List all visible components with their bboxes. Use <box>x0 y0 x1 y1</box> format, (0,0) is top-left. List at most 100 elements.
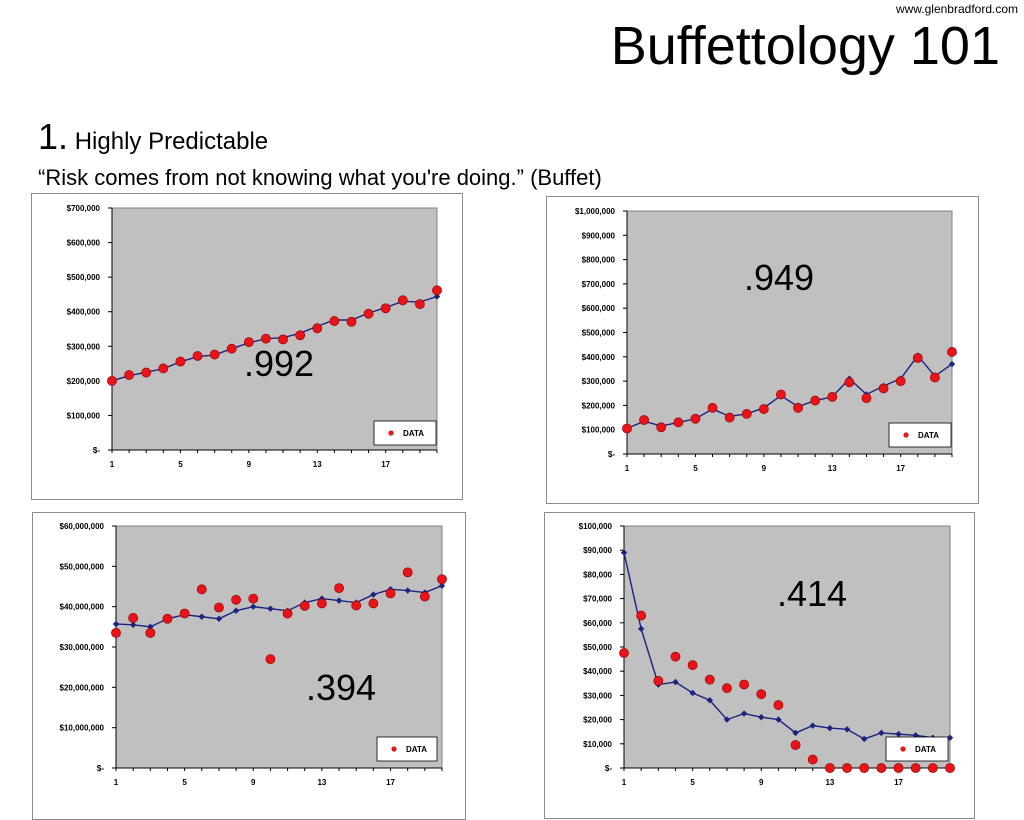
data-point <box>670 651 681 662</box>
x-tick-label: 17 <box>894 778 903 787</box>
y-tick-label: $20,000 <box>583 716 612 725</box>
legend-marker <box>388 430 394 436</box>
legend-box <box>888 422 952 448</box>
plot-area <box>623 525 951 769</box>
data-point <box>141 367 152 378</box>
data-point <box>316 598 327 609</box>
data-point <box>175 356 186 367</box>
trend-point <box>946 734 954 741</box>
y-tick-label: $20,000,000 <box>60 683 105 692</box>
chart-panel-top-right: $- $100,000 $200,000 $300,000 $400,000 $500,0… <box>546 196 979 504</box>
data-point <box>639 415 650 425</box>
data-point <box>231 594 242 605</box>
y-tick-label: $500,000 <box>582 329 616 338</box>
data-point <box>707 402 718 413</box>
data-point <box>432 285 442 296</box>
y-tick-label: $400,000 <box>582 353 616 362</box>
data-point <box>346 316 357 327</box>
data-point <box>776 389 786 400</box>
y-tick-label: $90,000 <box>583 546 612 555</box>
data-point <box>824 763 835 773</box>
correlation-label: .414 <box>777 573 847 614</box>
y-tick-label: $10,000 <box>583 740 612 749</box>
slide-title: Buffettology 101 <box>610 16 1000 76</box>
y-tick-label: $60,000 <box>583 619 612 628</box>
y-tick-label: $100,000 <box>67 411 101 420</box>
y-tick-label: $200,000 <box>67 377 101 386</box>
legend-label: DATA <box>403 429 424 438</box>
y-tick-label: $500,000 <box>67 273 101 282</box>
data-point <box>209 349 220 360</box>
x-tick-label: 5 <box>178 460 183 469</box>
data-point <box>437 574 447 585</box>
x-tick-label: 5 <box>690 778 695 787</box>
y-tick-label: $200,000 <box>582 401 616 410</box>
point-number: 1. <box>38 116 69 157</box>
data-point <box>878 383 889 394</box>
chart-svg: $- $10,000,000 $20,000,000 $30,000,000 $40,0… <box>60 522 447 787</box>
plot-area <box>111 207 438 451</box>
y-tick-label: $600,000 <box>67 239 101 248</box>
point-title: Highly Predictable <box>74 128 269 155</box>
data-point <box>295 330 306 341</box>
data-point <box>844 377 855 388</box>
x-tick-label: 9 <box>759 778 764 787</box>
data-point <box>179 608 190 619</box>
data-point <box>419 591 430 602</box>
chart-panel-top-left: $- $100,000 $200,000 $300,000 $400,000 $500,0… <box>31 193 463 500</box>
correlation-label: .949 <box>744 257 814 298</box>
y-tick-label: $40,000 <box>583 667 612 676</box>
data-point <box>368 598 379 609</box>
data-point <box>895 376 906 386</box>
data-point <box>739 679 750 690</box>
correlation-label: .992 <box>244 343 314 384</box>
legend: DATA <box>373 420 437 446</box>
x-tick-label: 13 <box>313 460 322 469</box>
data-point <box>947 347 957 357</box>
trend-point <box>404 587 411 594</box>
buffett-quote: “Risk comes from not knowing what you're… <box>38 165 602 190</box>
data-point <box>312 323 323 334</box>
y-tick-label: $700,000 <box>582 280 616 289</box>
y-tick-label: $300,000 <box>67 342 101 351</box>
x-tick-label: 1 <box>110 460 115 469</box>
data-point <box>282 608 293 619</box>
y-tick-label: $10,000,000 <box>60 724 105 733</box>
x-tick-label: 9 <box>247 460 252 469</box>
plot-area <box>115 525 443 769</box>
data-point <box>622 423 632 434</box>
chart-svg: $- $10,000 $20,000 $30,000 $40,000 $50,000 $60… <box>579 522 955 787</box>
trend-point <box>620 549 628 556</box>
correlation-label: .394 <box>306 667 376 708</box>
data-point <box>807 754 818 765</box>
data-point <box>876 763 887 773</box>
data-point <box>653 675 664 686</box>
x-tick-label: 17 <box>896 464 905 473</box>
legend-label: DATA <box>918 431 939 440</box>
y-tick-label: $100,000 <box>579 522 613 531</box>
chart-svg: $- $100,000 $200,000 $300,000 $400,000 $500,0… <box>575 207 957 473</box>
data-point <box>673 417 684 428</box>
trend-point <box>198 613 205 620</box>
data-point <box>214 602 224 613</box>
data-point <box>861 393 872 404</box>
data-point <box>724 412 735 423</box>
legend: DATA <box>888 422 952 448</box>
y-tick-label: $700,000 <box>67 204 101 213</box>
y-tick-label: $- <box>93 446 100 455</box>
x-tick-label: 9 <box>762 464 767 473</box>
y-tick-label: $- <box>605 764 612 773</box>
data-point <box>111 627 121 638</box>
data-point <box>248 593 259 604</box>
data-point <box>773 700 784 710</box>
y-tick-label: $40,000,000 <box>60 603 105 612</box>
x-tick-label: 13 <box>825 778 834 787</box>
y-tick-label: $- <box>97 764 104 773</box>
data-point <box>842 763 852 773</box>
legend-box <box>885 736 949 762</box>
x-tick-label: 1 <box>622 778 627 787</box>
x-tick-label: 17 <box>386 778 395 787</box>
y-tick-label: $1,000,000 <box>575 207 616 216</box>
data-point <box>226 343 237 354</box>
plot-area <box>626 210 953 455</box>
